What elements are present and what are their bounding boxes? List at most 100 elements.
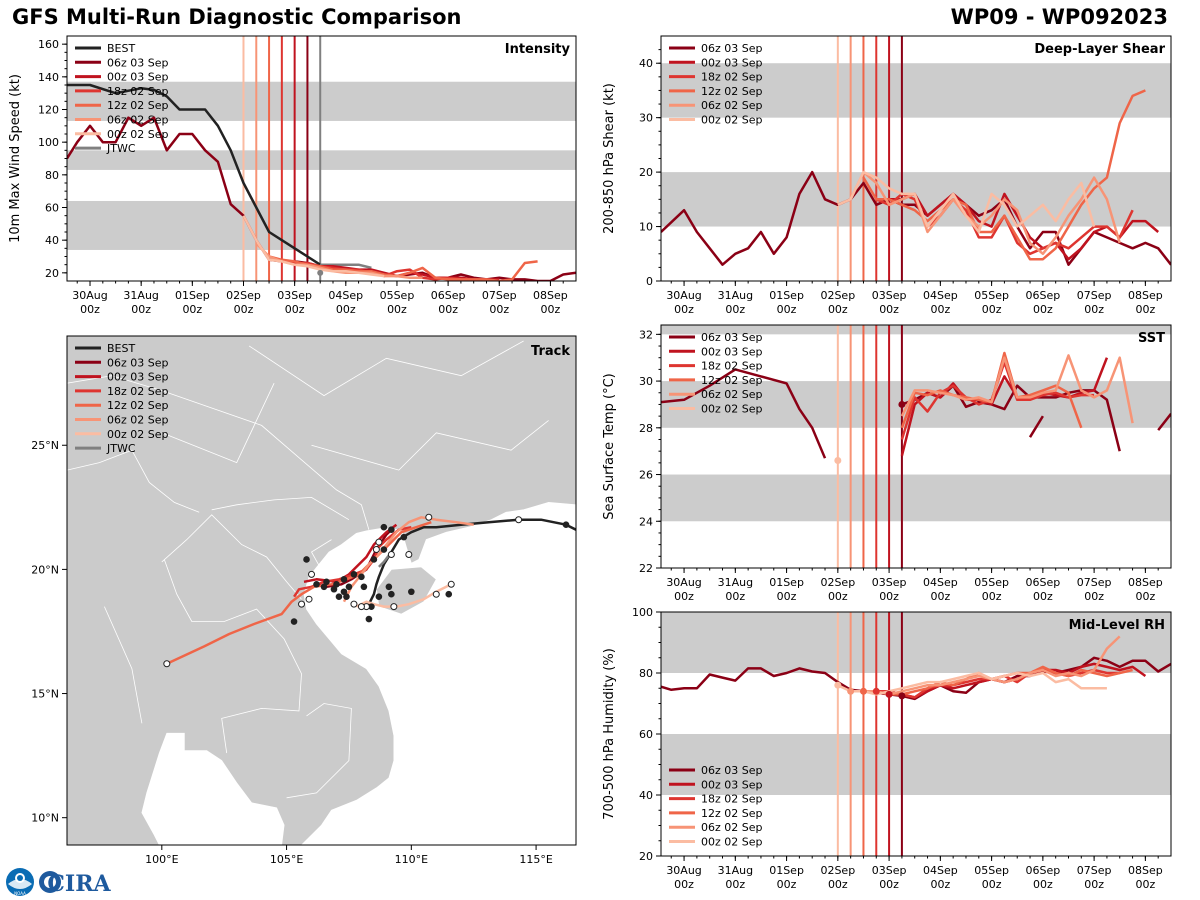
legend-label-jtwc: JTWC (106, 142, 136, 155)
track-line-12z-02-sep (166, 521, 432, 665)
y-axis-label: Sea Surface Temp (°C) (602, 373, 617, 520)
track-point-open (390, 603, 398, 611)
x-tick-label-hour: 00z (387, 303, 407, 316)
track-point-open (375, 538, 383, 546)
logo-group: NOAA CIRA (6, 868, 112, 897)
track-point-filled (375, 593, 383, 601)
track-line-00z-03-sep (303, 523, 398, 584)
track-point-filled (365, 615, 373, 623)
shade-band (67, 200, 576, 250)
intensity-panel: 2040608010012014016030Aug00z31Aug00z01Se… (8, 35, 577, 316)
x-tick-label: 08Sep (533, 289, 568, 302)
svg-text:NOAA: NOAA (14, 891, 26, 896)
legend-label-00z-03-sep: 00z 03 Sep (701, 345, 763, 358)
init-marker-00z-03-sep (885, 690, 893, 698)
series-line-06z-02-sep (850, 635, 1121, 696)
track-point-filled (323, 578, 330, 586)
track-point-filled (445, 590, 453, 598)
legend-label-18z-02-sep: 18z 02 Sep (701, 71, 763, 84)
x-tick-label: 30Aug (666, 576, 701, 589)
x-tick-label: 07Sep (1077, 576, 1112, 589)
track-point-open (357, 603, 365, 611)
x-tick-label-hour: 00z (1135, 303, 1155, 316)
admin-border (311, 420, 549, 471)
track-point-filled (303, 556, 310, 563)
cira-logo: CIRA (39, 871, 112, 897)
x-tick-label: 02Sep (820, 289, 855, 302)
admin-border (161, 514, 302, 600)
admin-border (67, 375, 370, 530)
x-tick-label: 02Sep (820, 864, 855, 877)
x-tick-label: 06Sep (431, 289, 466, 302)
track-point-filled (320, 583, 328, 591)
legend-label-18z-02-sep: 18z 02 Sep (107, 385, 169, 398)
lon-tick-label: 105°E (270, 853, 303, 866)
x-tick-label: 07Sep (1077, 864, 1112, 877)
x-tick-label-hour: 00z (930, 590, 950, 603)
x-tick-label-hour: 00z (982, 590, 1002, 603)
shade-band (661, 325, 1171, 335)
y-tick-label: 60 (45, 202, 59, 215)
panel-title: Deep-Layer Shear (1034, 42, 1165, 57)
y-tick-label: 30 (639, 112, 653, 125)
admin-border (310, 539, 332, 575)
x-tick-label-hour: 00z (1084, 303, 1104, 316)
legend-label-06z-03-sep: 06z 03 Sep (701, 331, 763, 344)
x-tick-label-hour: 00z (1033, 590, 1053, 603)
y-tick-label: 32 (639, 328, 653, 341)
y-tick-label: 160 (38, 38, 59, 51)
y-tick-label: 100 (38, 136, 59, 149)
x-tick-label: 01Sep (175, 289, 210, 302)
panel-title: Track (531, 344, 570, 359)
legend-label-06z-02-sep: 06z 02 Sep (107, 114, 169, 127)
legend-label-jtwc: JTWC (106, 442, 136, 455)
y-tick-label: 80 (639, 667, 653, 680)
track-point-open (350, 600, 358, 608)
track-line-best (367, 518, 576, 605)
legend-label-12z-02-sep: 12z 02 Sep (701, 807, 763, 820)
legend-label-18z-02-sep: 18z 02 Sep (701, 793, 763, 806)
track-point-open (163, 660, 171, 668)
lon-tick-label: 110°E (395, 853, 428, 866)
x-tick-label: 07Sep (482, 289, 517, 302)
track-point-open (298, 600, 306, 608)
x-tick-label-hour: 00z (131, 303, 151, 316)
storm-id: WP09 - WP092023 (950, 5, 1168, 29)
track-point-open (372, 546, 380, 554)
legend-label-00z-02-sep: 00z 02 Sep (701, 403, 763, 416)
x-tick-label-hour: 00z (1033, 303, 1053, 316)
x-tick-label: 01Sep (769, 864, 804, 877)
x-tick-label-hour: 00z (336, 303, 356, 316)
x-tick-label: 30Aug (666, 864, 701, 877)
x-tick-label-hour: 00z (725, 303, 745, 316)
track-point-filled (385, 583, 393, 591)
admin-border (286, 703, 352, 799)
x-tick-label: 01Sep (769, 289, 804, 302)
legend-label-06z-02-sep: 06z 02 Sep (107, 414, 169, 427)
legend-label-best: BEST (107, 42, 135, 55)
y-axis-label: 10m Max Wind Speed (kt) (8, 74, 23, 243)
track-point-filled (330, 585, 338, 593)
map-area (67, 336, 576, 845)
y-tick-label: 22 (639, 562, 653, 575)
init-marker-18z-02-sep (872, 687, 880, 695)
track-point-open (305, 595, 313, 603)
x-tick-label: 03Sep (872, 576, 907, 589)
x-tick-label: 05Sep (974, 576, 1009, 589)
legend-label-00z-02-sep: 00z 02 Sep (107, 428, 169, 441)
legend-label-06z-03-sep: 06z 03 Sep (107, 56, 169, 69)
page-title: GFS Multi-Run Diagnostic Comparison (12, 5, 462, 29)
track-point-open (405, 550, 413, 558)
x-tick-label-hour: 00z (1135, 878, 1155, 891)
x-tick-label-hour: 00z (541, 303, 561, 316)
init-marker-00z-02-sep (834, 681, 842, 689)
track-point-filled (408, 588, 415, 596)
y-tick-label: 140 (38, 71, 59, 84)
map-frame (66, 335, 577, 846)
x-tick-label: 05Sep (380, 289, 415, 302)
x-tick-label-hour: 00z (879, 878, 899, 891)
admin-border (211, 496, 350, 521)
x-tick-label: 30Aug (72, 289, 107, 302)
track-point-filled (368, 603, 375, 610)
